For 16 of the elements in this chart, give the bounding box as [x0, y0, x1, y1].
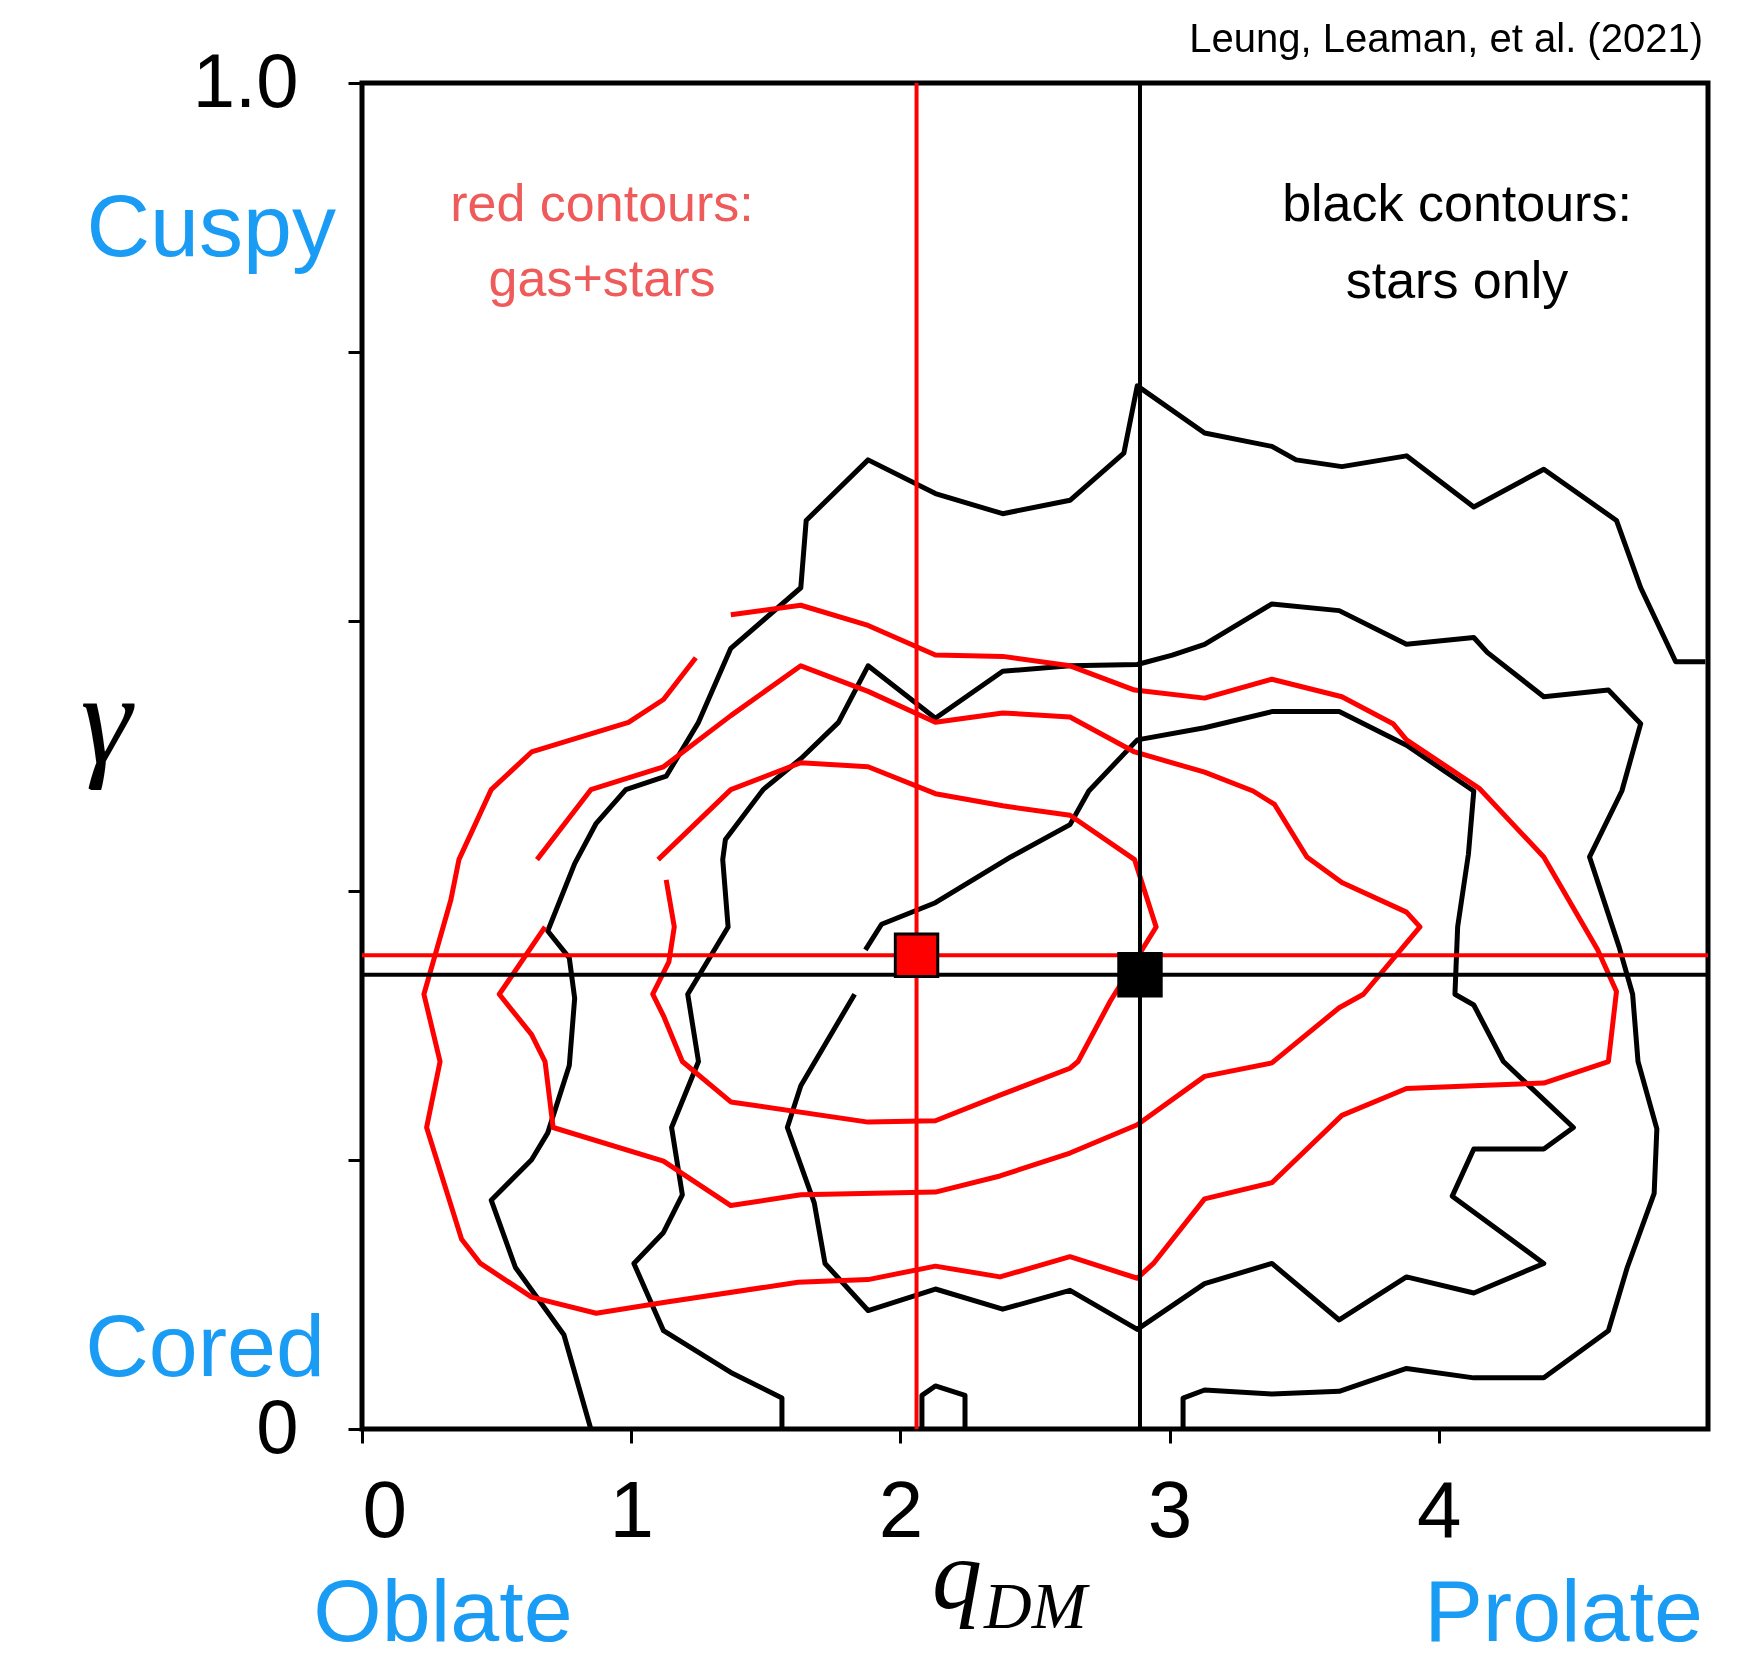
y-axis-title: γ: [80, 646, 136, 790]
text: Oblate: [313, 1561, 573, 1660]
x-tick-label: 2: [878, 1464, 924, 1554]
x-tick-label: 3: [1147, 1464, 1193, 1554]
text: Cuspy: [86, 176, 336, 275]
y-tick-label: 1.0: [192, 37, 299, 123]
x-tick-label: 0: [362, 1464, 407, 1554]
x-tick-label: 4: [1417, 1464, 1462, 1554]
annotation: gas+stars: [488, 249, 716, 307]
text: Cored: [85, 1296, 325, 1395]
text: Leung, Leaman, et al. (2021): [1189, 16, 1703, 60]
annotation: black contours:: [1282, 174, 1632, 232]
annotation: red contours:: [450, 174, 754, 232]
text: Prolate: [1424, 1561, 1703, 1660]
annotation: stars only: [1345, 251, 1569, 309]
x-tick-label: 1: [609, 1464, 654, 1554]
